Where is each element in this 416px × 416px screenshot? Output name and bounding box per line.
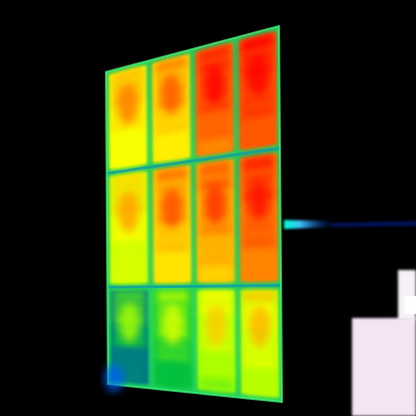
panel-cell	[109, 171, 148, 284]
panel-cell	[196, 159, 235, 283]
panel-cell	[153, 290, 192, 389]
panel-cell	[239, 153, 278, 282]
mounting-pole	[284, 220, 416, 229]
panel-cell	[110, 290, 149, 385]
solar-panel-array	[104, 24, 284, 404]
row-seam	[106, 146, 280, 175]
panel-frame	[106, 26, 282, 402]
panel-cell	[109, 65, 147, 170]
panel-cell	[197, 290, 236, 393]
panel-cell	[195, 42, 234, 157]
warm-object	[352, 270, 416, 416]
panel-edge	[104, 24, 284, 404]
row-seam	[107, 283, 282, 289]
panel-cell	[152, 53, 191, 163]
panel-cell	[238, 31, 277, 150]
panel-cell	[240, 289, 279, 398]
panel-cell	[153, 165, 192, 283]
cool-spot	[104, 364, 124, 392]
